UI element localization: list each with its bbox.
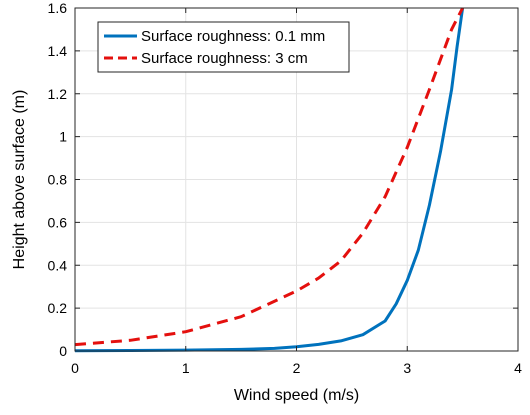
x-tick-label: 4: [514, 360, 522, 376]
x-tick-label: 2: [293, 360, 301, 376]
y-tick-label: 1.4: [48, 43, 68, 59]
y-axis-label: Height above surface (m): [11, 90, 28, 270]
legend-box: [97, 21, 350, 73]
y-tick-label: 0.8: [48, 172, 68, 188]
y-tick-label: 1: [59, 129, 67, 145]
y-tick-label: 0: [59, 343, 67, 359]
y-tick-label: 1.6: [48, 0, 68, 16]
x-tick-label: 0: [71, 360, 79, 376]
y-tick-label: 0.2: [48, 300, 68, 316]
legend-label-series-1: Surface roughness: 0.1 mm: [141, 28, 325, 45]
legend: Surface roughness: 0.1 mm Surface roughn…: [97, 21, 350, 73]
x-axis-label: Wind speed (m/s): [234, 387, 359, 404]
x-tick-label: 1: [182, 360, 190, 376]
series-layer: [74, 7, 465, 353]
tick-labels: 0 1 2 3 4 0 0.2 0.4 0.6 0.8 1 1.2 1.4 1.6: [48, 0, 523, 376]
y-tick-label: 1.2: [48, 86, 68, 102]
series-line-2: [74, 7, 464, 347]
y-tick-label: 0.6: [48, 214, 68, 230]
legend-label-series-2: Surface roughness: 3 cm: [141, 50, 308, 67]
x-tick-label: 3: [403, 360, 411, 376]
series-line-1: [74, 7, 465, 353]
y-tick-label: 0.4: [48, 257, 68, 273]
